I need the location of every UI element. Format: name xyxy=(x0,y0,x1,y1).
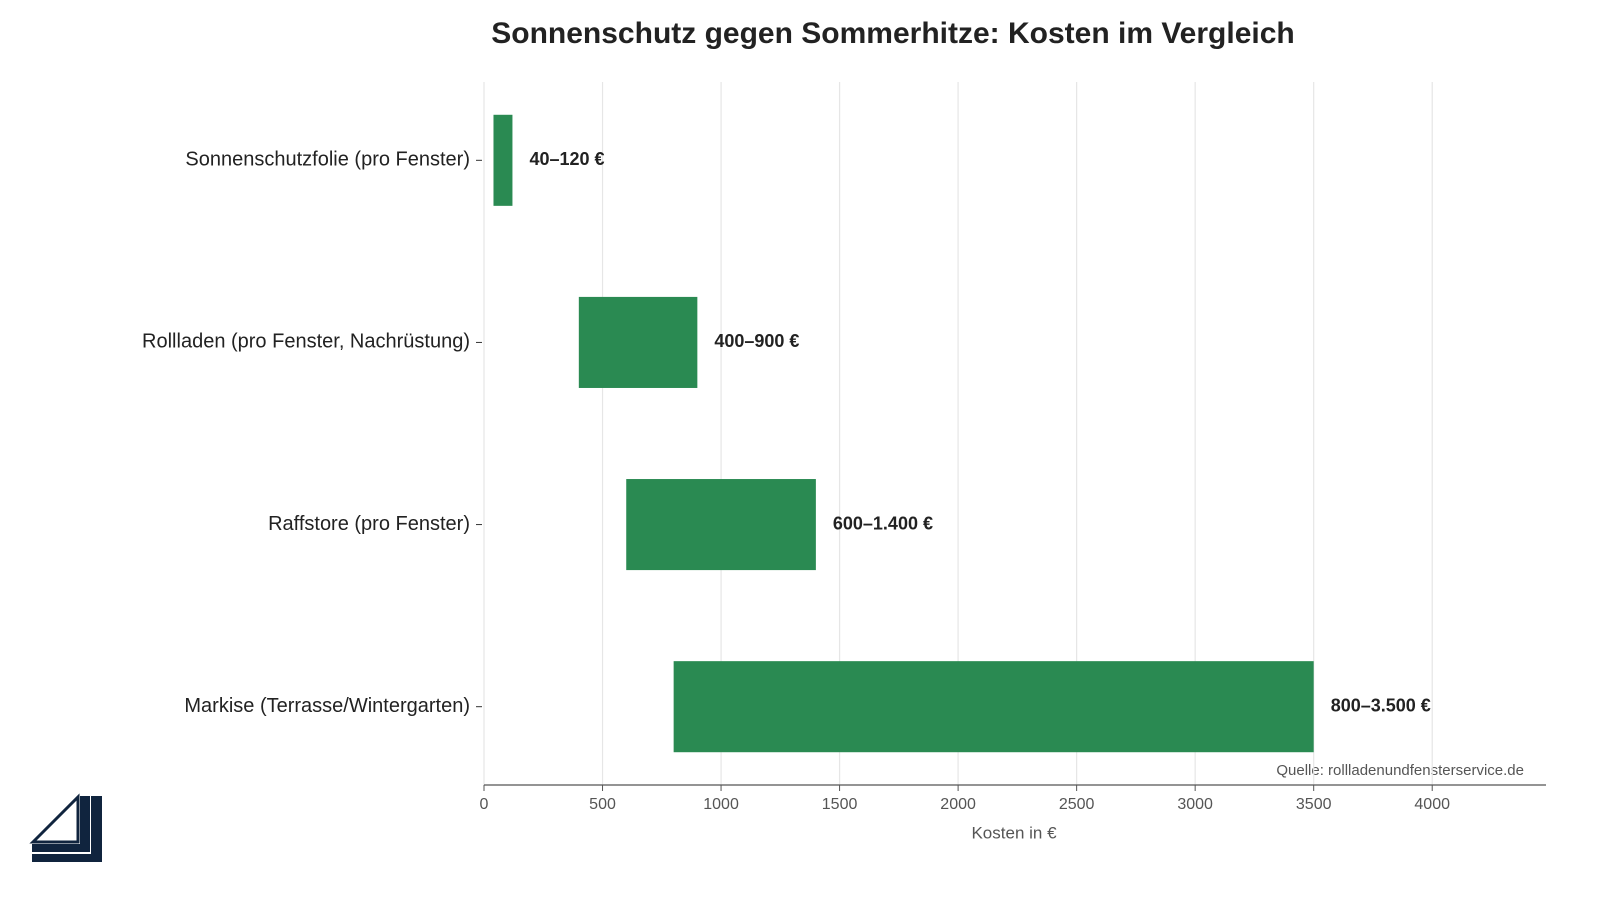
y-tick-label: Raffstore (pro Fenster) xyxy=(268,513,470,535)
logo xyxy=(29,793,102,862)
value-label: 40–120 € xyxy=(529,149,604,169)
source-note: Quelle: rollladenundfensterservice.de xyxy=(1276,762,1524,779)
x-axis-label: Kosten in € xyxy=(971,823,1057,842)
x-tick-label: 2500 xyxy=(1059,796,1095,813)
x-tick-label: 3000 xyxy=(1177,796,1213,813)
x-tick-label: 3500 xyxy=(1296,796,1332,813)
value-label: 400–900 € xyxy=(714,331,799,351)
x-tick-label: 0 xyxy=(480,796,489,813)
x-tick-label: 500 xyxy=(589,796,616,813)
bar xyxy=(673,661,1314,753)
bar xyxy=(493,114,513,206)
chart-title: Sonnenschutz gegen Sommerhitze: Kosten i… xyxy=(491,17,1294,50)
value-label: 600–1.400 € xyxy=(833,513,933,533)
bar xyxy=(626,479,816,571)
x-tick-label: 4000 xyxy=(1414,796,1450,813)
y-tick-label: Markise (Terrasse/Wintergarten) xyxy=(184,695,470,717)
x-tick-label: 1000 xyxy=(703,796,739,813)
bar xyxy=(578,296,698,388)
y-tick-label: Sonnenschutzfolie (pro Fenster) xyxy=(185,149,470,171)
x-tick-label: 1500 xyxy=(822,796,858,813)
y-tick-label: Rollladen (pro Fenster, Nachrüstung) xyxy=(142,331,470,353)
x-tick-label: 2000 xyxy=(940,796,976,813)
value-label: 800–3.500 € xyxy=(1331,695,1431,715)
